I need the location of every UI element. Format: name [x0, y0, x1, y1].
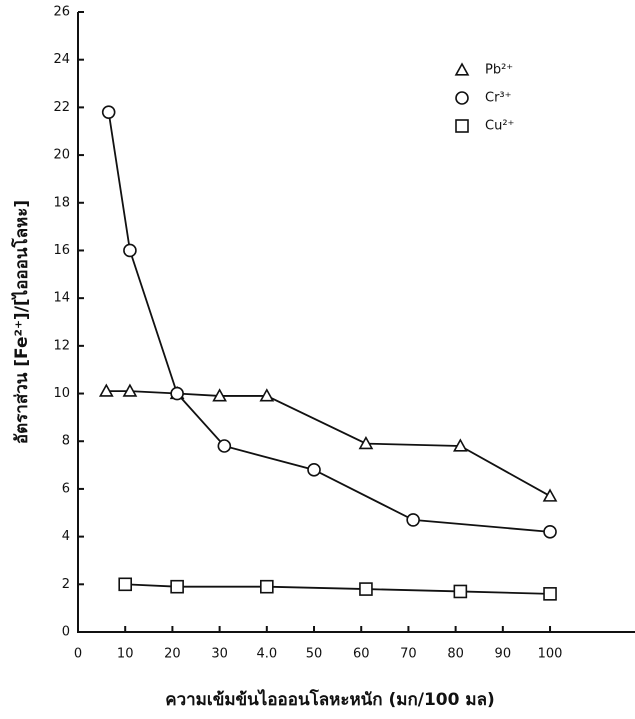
- marker: [170, 386, 184, 401]
- x-axis-label: ความเข้มข้นไอออนโลหะหนัก (มก/100 มล): [165, 689, 495, 710]
- y-tick-label: 10: [53, 386, 70, 401]
- legend-marker: [455, 119, 469, 133]
- marker: [453, 584, 468, 599]
- marker: [259, 388, 275, 402]
- x-tick-label: 90: [495, 647, 512, 662]
- marker: [406, 513, 420, 527]
- legend-marker: [454, 62, 470, 76]
- y-tick-label: 0: [62, 625, 70, 640]
- marker: [452, 438, 468, 452]
- series-line: [107, 112, 551, 533]
- marker: [122, 383, 138, 397]
- y-tick-label: 8: [62, 434, 70, 449]
- marker: [543, 587, 557, 601]
- x-tick-label: 4.0: [256, 647, 277, 662]
- marker: [217, 439, 232, 453]
- marker: [307, 463, 321, 477]
- y-tick-label: 18: [53, 195, 70, 210]
- legend-label: Cr³⁺: [485, 91, 512, 106]
- y-tick-label: 24: [53, 52, 70, 67]
- x-tick-label: 80: [447, 647, 464, 662]
- x-tick-label: 30: [211, 647, 228, 662]
- x-tick-label: 0: [74, 647, 82, 662]
- x-tick-label: 100: [538, 647, 563, 662]
- y-tick-label: 20: [53, 148, 70, 163]
- y-tick-label: 4: [62, 529, 70, 544]
- marker: [542, 488, 558, 502]
- legend-label: Pb²⁺: [485, 63, 513, 78]
- marker: [359, 582, 373, 596]
- y-axis-label: อัตราส่วน [Fe²⁺]/[ไอออนโลหะ]: [11, 200, 32, 444]
- marker: [260, 579, 274, 594]
- x-tick-label: 70: [400, 647, 417, 662]
- marker: [212, 388, 227, 402]
- y-tick-label: 2: [62, 577, 70, 592]
- y-tick-label: 14: [53, 291, 70, 306]
- marker: [543, 525, 557, 539]
- x-tick-label: 50: [306, 647, 323, 662]
- legend-label: Cu²⁺: [485, 119, 514, 134]
- y-tick-label: 16: [53, 243, 70, 258]
- y-tick-label: 22: [53, 100, 70, 115]
- y-tick-label: 6: [62, 481, 70, 496]
- marker: [358, 435, 374, 450]
- x-tick-label: 20: [164, 647, 181, 662]
- marker: [170, 579, 184, 594]
- y-tick-label: 26: [53, 5, 70, 20]
- marker: [98, 383, 114, 397]
- y-tick-label: 12: [53, 338, 70, 353]
- marker: [123, 243, 137, 258]
- x-tick-label: 60: [353, 647, 370, 662]
- series-line: [125, 583, 551, 595]
- axes: [77, 12, 635, 633]
- x-tick-label: 10: [117, 647, 134, 662]
- marker: [118, 577, 133, 592]
- marker: [101, 105, 116, 119]
- legend-marker: [455, 91, 469, 105]
- series-line: [106, 390, 551, 497]
